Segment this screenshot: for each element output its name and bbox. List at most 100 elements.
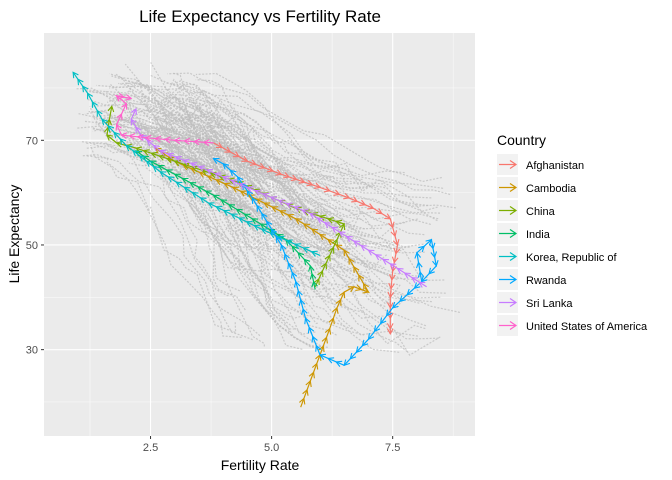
legend-label: United States of America <box>526 321 648 333</box>
arrow-head <box>388 282 395 290</box>
background-trajectory <box>115 118 329 298</box>
background-trajectory <box>195 72 406 227</box>
arrow-head <box>335 219 343 227</box>
arrow-head <box>302 223 310 230</box>
series-india <box>135 150 318 290</box>
legend-key-arrow <box>509 183 518 192</box>
arrow-head <box>135 126 142 134</box>
arrow-head <box>323 222 331 229</box>
series-line <box>135 150 316 290</box>
arrow-head <box>259 223 267 230</box>
arrow-head <box>359 199 367 206</box>
background-trajectory <box>165 134 384 319</box>
arrow-head <box>142 149 150 156</box>
arrow-head <box>107 105 115 113</box>
arrow-head <box>290 174 298 182</box>
arrow-head <box>339 222 346 231</box>
arrow-head <box>418 281 426 288</box>
arrow-head <box>175 181 183 188</box>
series-afghanistan <box>213 142 401 336</box>
arrow-head <box>125 94 133 101</box>
arrow-head <box>275 169 283 176</box>
arrow-head <box>130 118 137 126</box>
arrow-head <box>362 287 370 294</box>
arrow-head <box>207 202 215 209</box>
background-trajectory <box>184 101 333 222</box>
arrow-head <box>191 191 199 199</box>
arrow-head <box>130 107 137 115</box>
arrow-head <box>204 190 212 197</box>
arrow-head <box>136 133 144 141</box>
legend-label: Korea, Republic of <box>526 252 617 264</box>
background-trajectory <box>158 133 385 269</box>
arrow-head <box>72 71 79 79</box>
arrow-head <box>298 298 306 306</box>
background-trajectory <box>161 89 383 230</box>
background-trajectory <box>132 143 233 297</box>
arrow-head <box>307 326 315 334</box>
arrow-head <box>285 202 293 209</box>
background-trajectory <box>176 83 321 347</box>
arrow-head <box>399 295 406 302</box>
arrow-head <box>302 246 310 254</box>
arrow-head <box>87 92 93 100</box>
arrow-head <box>302 388 309 396</box>
arrow-head <box>331 226 339 233</box>
arrow-head <box>343 249 350 257</box>
background-trajectory <box>96 94 265 246</box>
arrow-head <box>262 192 270 199</box>
arrow-head <box>363 282 369 290</box>
arrow-head <box>181 177 189 184</box>
background-trajectory <box>161 118 394 248</box>
arrow-head <box>415 261 423 269</box>
background-trajectory <box>160 126 329 220</box>
arrow-head <box>154 135 162 143</box>
arrow-head <box>91 100 98 108</box>
arrow-head <box>192 138 200 146</box>
background-trajectory <box>180 111 438 222</box>
background-trajectory <box>150 133 335 290</box>
arrow-head <box>313 277 320 286</box>
arrow-head <box>232 151 240 158</box>
legend-label: Rwanda <box>526 275 567 287</box>
arrow-head <box>249 159 257 166</box>
legend-key-arrow <box>509 229 518 238</box>
legend-label: Sri Lanka <box>526 298 573 310</box>
arrow-head <box>388 274 396 282</box>
background-trajectory <box>93 114 399 286</box>
arrow-head <box>347 286 355 293</box>
arrow-head <box>373 325 381 333</box>
legend-label: China <box>526 206 556 218</box>
background-trajectory <box>156 149 357 293</box>
arrow-head <box>320 262 328 270</box>
background-trajectory <box>143 103 365 262</box>
background-trajectory <box>75 87 299 298</box>
arrow-head <box>290 271 298 279</box>
x-tick-label: 2.5 <box>143 442 158 454</box>
series-line <box>72 71 321 256</box>
arrow-head <box>246 186 254 193</box>
arrow-head <box>216 142 224 149</box>
arrow-head <box>119 138 127 145</box>
arrow-head <box>228 204 236 211</box>
background-trajectory <box>104 134 270 277</box>
arrow-head <box>318 214 327 221</box>
arrow-head <box>298 177 306 184</box>
arrow-head <box>353 265 360 273</box>
background-trajectory <box>114 117 445 282</box>
arrow-head <box>106 134 113 141</box>
background-trajectory <box>88 111 270 193</box>
arrow-head <box>296 289 303 297</box>
legend-key-arrow <box>509 321 518 330</box>
arrow-head <box>230 179 238 186</box>
arrow-head <box>266 220 273 228</box>
arrow-head <box>209 171 217 178</box>
arrow-head <box>247 194 255 201</box>
arrow-head <box>386 323 394 330</box>
arrow-head <box>77 78 84 86</box>
arrow-head <box>159 149 167 156</box>
series-sri-lanka <box>130 107 427 288</box>
arrow-head <box>349 352 357 360</box>
background-trajectory <box>141 109 246 311</box>
background-trajectory <box>119 76 302 273</box>
